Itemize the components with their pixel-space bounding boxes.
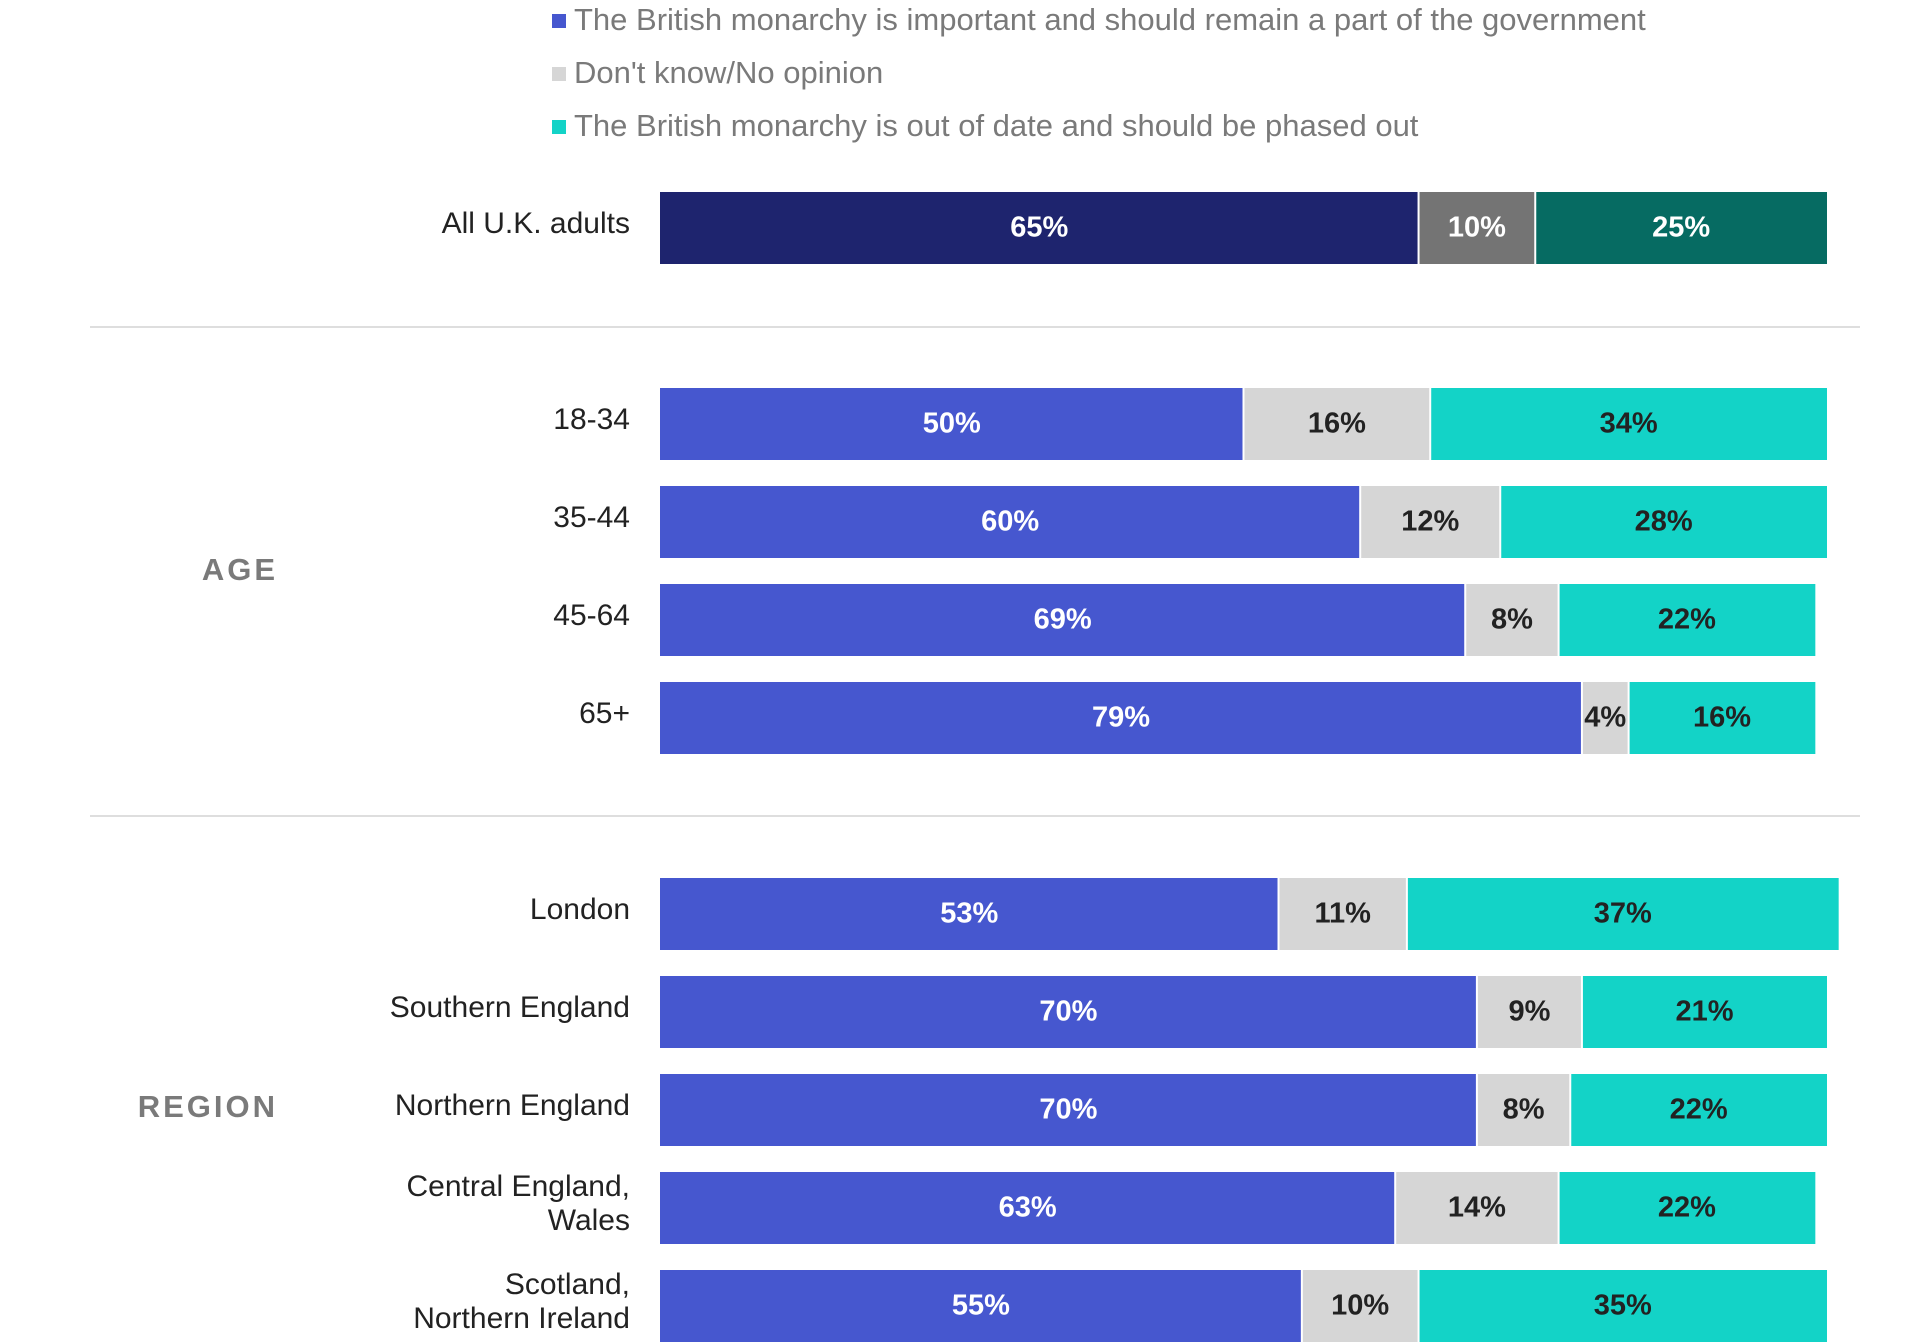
- data-label-65-2: 16%: [1693, 702, 1751, 734]
- data-label-northern-england-0: 70%: [1039, 1094, 1097, 1126]
- data-label-central-england-wales-0: 63%: [999, 1192, 1057, 1224]
- data-label-central-england-wales-1: 14%: [1448, 1192, 1506, 1224]
- data-label-northern-england-2: 22%: [1670, 1094, 1728, 1126]
- data-label-all-u-k-adults-2: 25%: [1652, 212, 1710, 244]
- bar-row-all-u-k-adults: All U.K. adults 65% 10% 25%: [442, 192, 1827, 264]
- category-label-all-u-k-adults: All U.K. adults: [442, 207, 630, 240]
- group-overall: All U.K. adults 65% 10% 25%: [442, 192, 1827, 264]
- bar-row-scotland-northern-ireland: Scotland,Northern Ireland 55% 10% 35%: [413, 1268, 1827, 1342]
- bar-row-london: London 53% 11% 37%: [530, 878, 1839, 950]
- bar-segment-northern-england-2: [1570, 1074, 1827, 1146]
- data-label-southern-england-0: 70%: [1039, 996, 1097, 1028]
- bar-segment-all-u-k-adults-1: [1418, 192, 1536, 264]
- category-label-18-34: 18-34: [553, 403, 630, 436]
- bar-segment-london-0: [660, 878, 1279, 950]
- data-label-london-0: 53%: [940, 898, 998, 930]
- bar-segment-central-england-wales-2: [1558, 1172, 1816, 1244]
- legend-label-0: The British monarchy is important and sh…: [574, 2, 1646, 37]
- group-age: AGE 18-34 50% 16% 34% 35-44 60% 12% 28% 45-64 69% 8…: [202, 388, 1827, 754]
- data-label-18-34-0: 50%: [923, 408, 981, 440]
- data-label-35-44-0: 60%: [981, 506, 1039, 538]
- category-label-central-england-wales-line2: Wales: [548, 1204, 630, 1237]
- data-label-central-england-wales-2: 22%: [1658, 1192, 1716, 1224]
- category-label-scotland-northern-ireland-line1: Scotland,: [505, 1268, 630, 1301]
- bar-segment-london-2: [1406, 878, 1839, 950]
- data-label-london-2: 37%: [1594, 898, 1652, 930]
- data-label-35-44-1: 12%: [1401, 506, 1459, 538]
- bar-segment-18-34-1: [1243, 388, 1431, 460]
- category-label-65: 65+: [579, 697, 630, 730]
- data-label-scotland-northern-ireland-0: 55%: [952, 1290, 1010, 1322]
- bar-segment-65-0: [660, 682, 1582, 754]
- bar-segment-scotland-northern-ireland-2: [1418, 1270, 1827, 1342]
- legend-swatch-1: [552, 67, 566, 81]
- bar-segment-45-64-2: [1558, 584, 1816, 656]
- bar-row-northern-england: Northern England 70% 8% 22%: [395, 1074, 1827, 1146]
- data-label-northern-england-1: 8%: [1503, 1094, 1545, 1126]
- bar-segment-southern-england-0: [660, 976, 1477, 1048]
- bar-segment-northern-england-1: [1476, 1074, 1571, 1146]
- bar-row-35-44: 35-44 60% 12% 28%: [553, 486, 1827, 558]
- bar-row-65: 65+ 79% 4% 16%: [579, 682, 1816, 754]
- bar-segment-northern-england-0: [660, 1074, 1477, 1146]
- bar-segment-45-64-1: [1465, 584, 1559, 656]
- group-label-region: REGION: [138, 1089, 278, 1124]
- bar-segment-scotland-northern-ireland-1: [1301, 1270, 1419, 1342]
- data-label-scotland-northern-ireland-1: 10%: [1331, 1290, 1389, 1322]
- data-label-london-1: 11%: [1314, 898, 1371, 930]
- category-label-central-england-wales-line1: Central England,: [407, 1170, 630, 1203]
- data-label-45-64-2: 22%: [1658, 604, 1716, 636]
- bar-segment-35-44-1: [1360, 486, 1501, 558]
- bar-segment-18-34-0: [660, 388, 1244, 460]
- legend-swatch-2: [552, 120, 566, 134]
- data-label-35-44-2: 28%: [1635, 506, 1693, 538]
- group-dividers: [90, 326, 1860, 817]
- bar-segment-all-u-k-adults-0: [660, 192, 1419, 264]
- category-label-southern-england: Southern England: [390, 991, 630, 1024]
- bar-segment-central-england-wales-1: [1395, 1172, 1559, 1244]
- legend: The British monarchy is important and sh…: [552, 2, 1646, 143]
- bar-segment-35-44-0: [660, 486, 1361, 558]
- bar-segment-35-44-2: [1500, 486, 1827, 558]
- legend-label-2: The British monarchy is out of date and …: [574, 108, 1419, 143]
- category-label-35-44: 35-44: [553, 501, 630, 534]
- group-label-age: AGE: [202, 552, 278, 587]
- bar-segment-london-1: [1278, 878, 1407, 950]
- bar-segment-southern-england-1: [1476, 976, 1582, 1048]
- legend-swatch-0: [552, 14, 566, 28]
- bar-row-central-england-wales: Central England,Wales 63% 14% 22%: [407, 1170, 1816, 1244]
- data-label-all-u-k-adults-1: 10%: [1448, 212, 1506, 244]
- data-label-65-0: 79%: [1092, 702, 1150, 734]
- bar-row-southern-england: Southern England 70% 9% 21%: [390, 976, 1827, 1048]
- data-label-scotland-northern-ireland-2: 35%: [1594, 1290, 1652, 1322]
- data-label-southern-england-2: 21%: [1675, 996, 1733, 1028]
- bar-segment-scotland-northern-ireland-0: [660, 1270, 1302, 1342]
- data-label-45-64-1: 8%: [1491, 604, 1533, 636]
- category-label-scotland-northern-ireland-line2: Northern Ireland: [413, 1302, 630, 1335]
- bar-segment-18-34-2: [1430, 388, 1827, 460]
- data-label-65-1: 4%: [1584, 702, 1626, 734]
- data-label-18-34-2: 34%: [1600, 408, 1658, 440]
- bar-segment-65-2: [1628, 682, 1816, 754]
- data-label-18-34-1: 16%: [1308, 408, 1366, 440]
- data-label-southern-england-1: 9%: [1508, 996, 1550, 1028]
- chart-groups: All U.K. adults 65% 10% 25% AGE 18-34 50% 16% 34…: [138, 192, 1839, 1342]
- bar-segment-45-64-0: [660, 584, 1466, 656]
- category-label-northern-england: Northern England: [395, 1089, 630, 1122]
- category-label-london: London: [530, 893, 630, 926]
- data-label-all-u-k-adults-0: 65%: [1010, 212, 1068, 244]
- legend-label-1: Don't know/No opinion: [574, 55, 883, 90]
- group-region: REGION London 53% 11% 37% Southern England 70%…: [138, 878, 1839, 1342]
- bar-segment-central-england-wales-0: [660, 1172, 1396, 1244]
- data-label-45-64-0: 69%: [1034, 604, 1092, 636]
- bar-row-45-64: 45-64 69% 8% 22%: [553, 584, 1816, 656]
- bar-segment-65-1: [1581, 682, 1629, 754]
- category-label-45-64: 45-64: [553, 599, 630, 632]
- bar-segment-all-u-k-adults-2: [1535, 192, 1827, 264]
- bar-segment-southern-england-2: [1581, 976, 1827, 1048]
- bar-row-18-34: 18-34 50% 16% 34%: [553, 388, 1827, 460]
